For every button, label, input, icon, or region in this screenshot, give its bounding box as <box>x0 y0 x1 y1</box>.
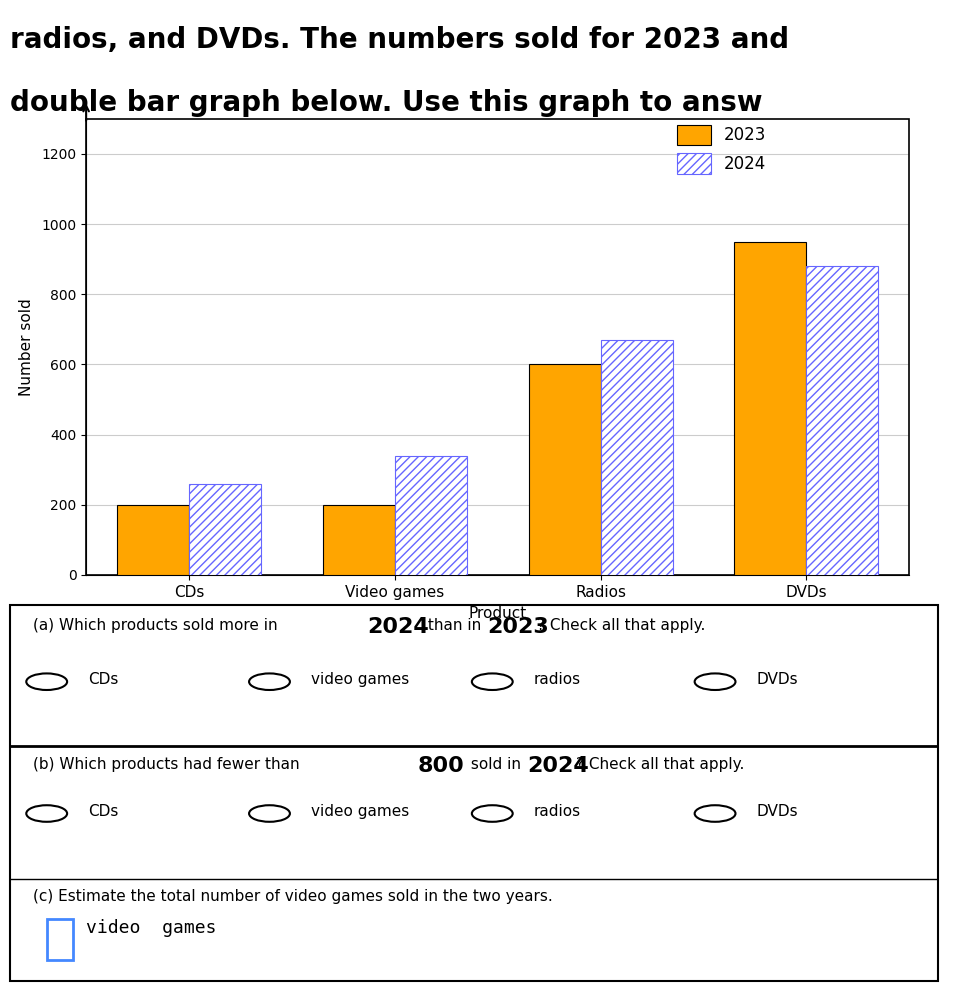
Text: DVDs: DVDs <box>757 804 798 820</box>
Text: sold in: sold in <box>466 757 526 772</box>
Text: ? Check all that apply.: ? Check all that apply. <box>537 617 705 632</box>
Text: 2024: 2024 <box>527 756 590 776</box>
Text: radios: radios <box>534 672 581 688</box>
Text: 2024: 2024 <box>367 616 429 636</box>
Text: (a) Which products sold more in: (a) Which products sold more in <box>33 617 282 632</box>
Bar <box>117 504 189 575</box>
Text: (b) Which products had fewer than: (b) Which products had fewer than <box>33 757 304 772</box>
Legend: 2023, 2024: 2023, 2024 <box>671 118 773 180</box>
Text: CDs: CDs <box>88 672 119 688</box>
Bar <box>528 365 601 575</box>
Text: radios: radios <box>534 804 581 820</box>
X-axis label: Product: Product <box>469 606 526 621</box>
Text: than in: than in <box>423 617 486 632</box>
Text: video  games: video games <box>86 919 216 936</box>
Y-axis label: Number sold: Number sold <box>19 298 34 395</box>
Text: radios, and DVDs. The numbers sold for 2023 and: radios, and DVDs. The numbers sold for 2… <box>10 26 789 55</box>
Text: 800: 800 <box>418 756 465 776</box>
Text: double bar graph below. Use this graph to answ: double bar graph below. Use this graph t… <box>10 89 762 117</box>
Bar <box>323 504 395 575</box>
Text: CDs: CDs <box>88 804 119 820</box>
Text: (c) Estimate the total number of video games sold in the two years.: (c) Estimate the total number of video g… <box>33 889 552 904</box>
Text: DVDs: DVDs <box>757 672 798 688</box>
Text: video games: video games <box>311 804 410 820</box>
Bar <box>189 484 261 575</box>
Bar <box>601 340 673 575</box>
Bar <box>807 267 879 575</box>
Text: 2023: 2023 <box>488 616 549 636</box>
Bar <box>734 242 807 575</box>
Text: ? Check all that apply.: ? Check all that apply. <box>576 757 745 772</box>
Bar <box>86 119 909 575</box>
Bar <box>395 456 467 575</box>
Text: video games: video games <box>311 672 410 688</box>
Bar <box>47 919 73 960</box>
